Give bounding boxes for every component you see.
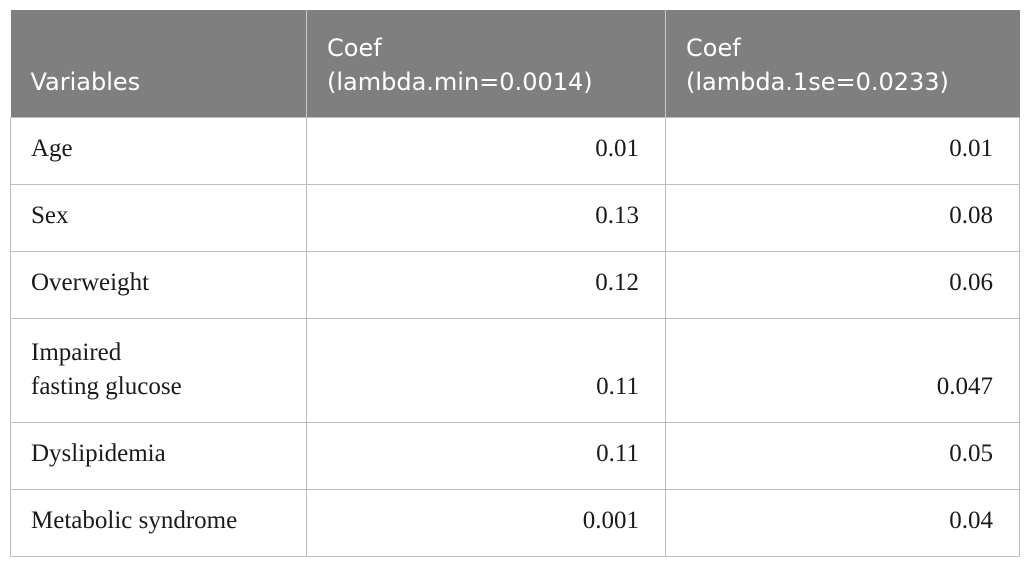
coef-1se-cell: 0.01 (665, 116, 1020, 185)
coef-min-cell: 0.01 (306, 116, 666, 185)
coef-min-cell: 0.13 (306, 183, 666, 252)
variable-name: Dyslipidemia (31, 439, 166, 467)
variable-name: Sex (31, 201, 69, 229)
variable-cell: Sex (10, 183, 307, 252)
variable-cell: Metabolic syndrome (10, 488, 307, 557)
table-row: Sex 0.13 0.08 (10, 183, 1020, 252)
table-body: Age 0.01 0.01 Sex 0.13 0.08 Overweight 0… (10, 116, 1020, 557)
header-lambda-min-label: (lambda.min=0.0014) (327, 67, 593, 96)
variable-cell: Age (10, 116, 307, 185)
variable-cell: Dyslipidemia (10, 421, 307, 490)
table-header: Variables Coef (lambda.min=0.0014) Coef … (10, 10, 1020, 117)
coef-1se-cell: 0.047 (665, 317, 1020, 423)
coef-1se-cell: 0.05 (665, 421, 1020, 490)
table-row: Impaired fasting glucose 0.11 0.047 (10, 317, 1020, 423)
lasso-coefficients-table-container: Variables Coef (lambda.min=0.0014) Coef … (10, 10, 1020, 557)
variable-cell: Impaired fasting glucose (10, 317, 307, 423)
variable-name-line-2: fasting glucose (31, 372, 182, 400)
header-coef-label: Coef (686, 33, 741, 62)
coef-min-cell: 0.11 (306, 317, 666, 423)
table-row: Overweight 0.12 0.06 (10, 250, 1020, 319)
variable-name: Age (31, 134, 73, 162)
variable-name: Overweight (31, 268, 150, 296)
header-coef-lambda-1se: Coef (lambda.1se=0.0233) (665, 10, 1020, 117)
variable-name: Metabolic syndrome (31, 506, 238, 534)
coef-1se-cell: 0.04 (665, 488, 1020, 557)
coef-min-cell: 0.11 (306, 421, 666, 490)
table-row: Age 0.01 0.01 (10, 116, 1020, 185)
header-variables-label: Variables (30, 67, 141, 96)
header-row: Variables Coef (lambda.min=0.0014) Coef … (10, 10, 1020, 117)
header-lambda-1se-label: (lambda.1se=0.0233) (686, 67, 949, 96)
variable-cell: Overweight (10, 250, 307, 319)
coef-min-cell: 0.001 (306, 488, 666, 557)
lasso-coefficients-table: Variables Coef (lambda.min=0.0014) Coef … (10, 10, 1020, 557)
coef-1se-cell: 0.06 (665, 250, 1020, 319)
header-coef-label: Coef (327, 33, 382, 62)
table-row: Dyslipidemia 0.11 0.05 (10, 421, 1020, 490)
coef-1se-cell: 0.08 (665, 183, 1020, 252)
header-variables: Variables (10, 10, 307, 117)
table-row: Metabolic syndrome 0.001 0.04 (10, 488, 1020, 557)
coef-min-cell: 0.12 (306, 250, 666, 319)
variable-name-line-1: Impaired (31, 338, 122, 366)
header-coef-lambda-min: Coef (lambda.min=0.0014) (306, 10, 666, 117)
